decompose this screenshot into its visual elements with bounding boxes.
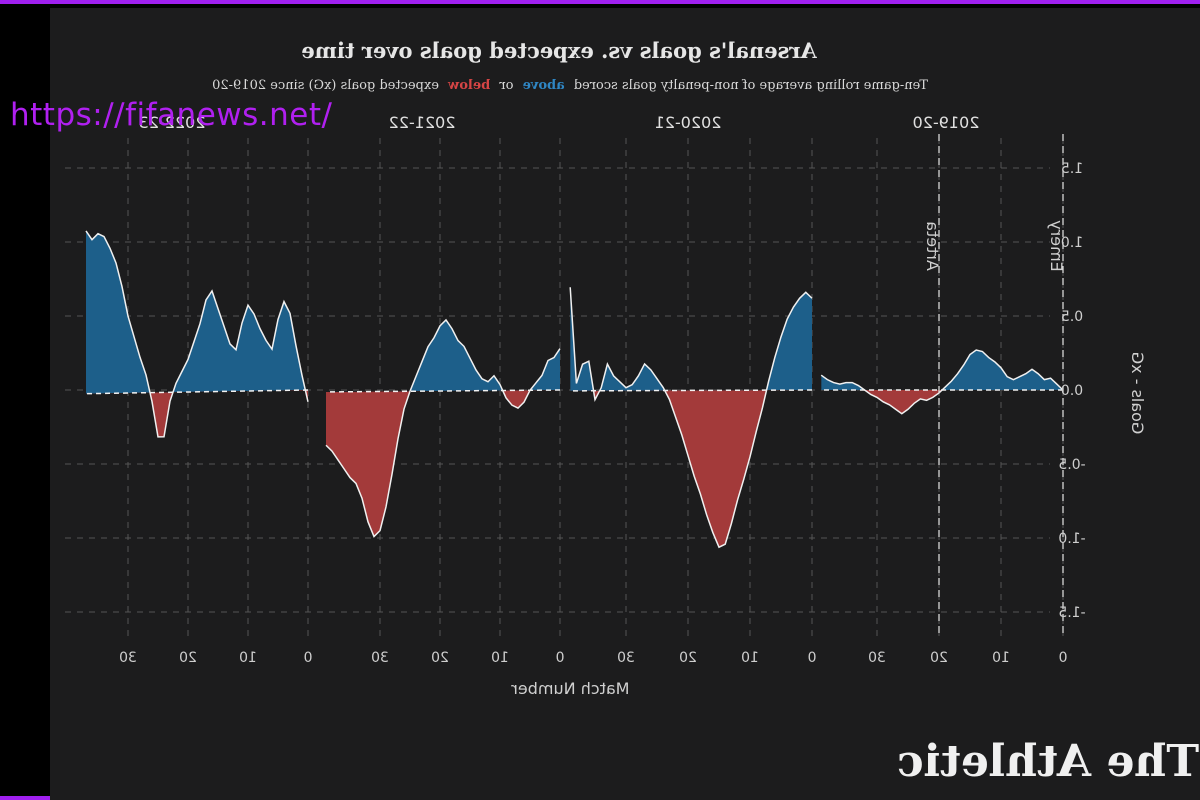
area-above-xg	[821, 350, 1063, 390]
zero-baseline	[325, 389, 561, 393]
y-tick-label: -1.5	[1058, 605, 1085, 621]
x-axis-label: Match Number	[511, 679, 630, 698]
y-axis-label: Goals - xG	[1128, 352, 1147, 435]
annotation-layer: Emery Arteta	[923, 134, 1066, 636]
x-tick-label: 0	[1059, 650, 1068, 666]
area-below-xg	[821, 390, 1063, 414]
season-label: 2020-21	[655, 113, 722, 132]
x-tick-label: 20	[179, 650, 197, 666]
chart-panel: Emery Arteta Arsenal's goals vs. expected…	[50, 8, 1200, 800]
chart-svg: Emery Arteta Arsenal's goals vs. expected…	[65, 38, 1199, 787]
subtitle-above: above	[523, 78, 565, 93]
chart-title: Arsenal's goals vs. expected goals over …	[301, 38, 817, 63]
the-athletic-logo: The Athletic	[897, 736, 1199, 787]
x-tick-label: 20	[679, 650, 697, 666]
series-layer	[85, 230, 1064, 549]
x-tick-label: 20	[930, 650, 948, 666]
subtitle-below: below	[447, 78, 490, 93]
x-tick-label: 10	[992, 650, 1010, 666]
subtitle-suffix: expected goals (xG) since 2019-20	[212, 78, 439, 93]
y-tick-label: 1.0	[1061, 235, 1083, 251]
area-below-xg	[326, 390, 560, 537]
subtitle-prefix: Ten-game rolling average of non-penalty …	[574, 78, 928, 93]
x-tick-label: 10	[491, 650, 509, 666]
zero-baseline	[85, 389, 309, 395]
y-tick-label: 1.5	[1061, 161, 1083, 177]
x-tick-label: 30	[371, 650, 389, 666]
x-tick-label: 0	[808, 650, 817, 666]
series-line	[85, 230, 309, 438]
x-tick-label: 10	[741, 650, 759, 666]
area-below-xg	[570, 390, 812, 548]
season-label: 2019-20	[913, 113, 980, 132]
y-tick-label: -0.5	[1058, 457, 1085, 473]
season-label: 2022-23	[139, 113, 206, 132]
watermark-url: https://fifanews.net/	[10, 97, 333, 133]
x-tick-label: 30	[119, 650, 137, 666]
y-tick-label: -1.0	[1058, 531, 1085, 547]
y-tick-label: 0.0	[1061, 383, 1083, 399]
series-line	[325, 318, 561, 538]
subtitle-or: or	[499, 78, 514, 93]
x-tick-label: 20	[431, 650, 449, 666]
zero-baselines	[85, 389, 1063, 395]
x-tick-label: 0	[304, 650, 313, 666]
x-tick-label: 0	[556, 650, 565, 666]
chart-subtitle: Ten-game rolling average of non-penalty …	[212, 78, 928, 93]
manager-label: Emery	[1047, 220, 1066, 272]
season-label: 2021-22	[389, 113, 456, 132]
x-tick-label: 30	[868, 650, 886, 666]
manager-label: Arteta	[923, 221, 942, 271]
text-layer: Arsenal's goals vs. expected goals over …	[119, 38, 1199, 787]
zero-baseline	[570, 389, 813, 392]
x-tick-label: 10	[239, 650, 257, 666]
y-tick-label: 0.5	[1061, 309, 1083, 325]
series-line	[569, 287, 813, 549]
x-tick-label: 30	[617, 650, 635, 666]
